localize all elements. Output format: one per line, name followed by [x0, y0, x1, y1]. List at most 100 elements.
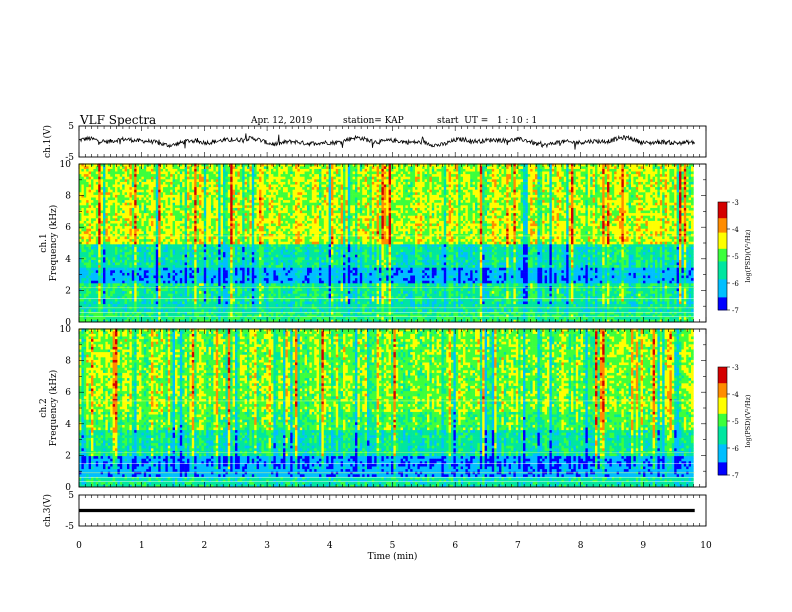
psd-cell: [211, 299, 214, 302]
psd-cell: [605, 301, 608, 304]
psd-cell: [108, 288, 111, 291]
psd-cell: [528, 293, 531, 296]
psd-cell: [117, 309, 120, 312]
psd-cell: [144, 301, 147, 304]
psd-cell: [593, 304, 596, 307]
psd-cell: [125, 283, 128, 286]
psd-cell: [324, 304, 327, 307]
psd-cell: [588, 299, 591, 302]
psd-cell: [456, 317, 459, 320]
psd-cell: [281, 312, 284, 315]
psd-cell: [655, 299, 658, 302]
psd-cell: [93, 317, 96, 320]
psd-cell: [163, 309, 166, 312]
psd-cell: [216, 301, 219, 304]
psd-cell: [542, 288, 545, 291]
psd-cell: [679, 317, 682, 320]
psd-cell: [626, 280, 629, 283]
psd-cell: [597, 288, 600, 291]
psd-cell: [554, 304, 557, 307]
psd-cell: [259, 309, 262, 312]
psd-cell: [573, 304, 576, 307]
psd-cell: [242, 280, 245, 283]
psd-cell: [636, 293, 639, 296]
psd-cell: [677, 301, 680, 304]
psd-cell: [211, 304, 214, 307]
psd-cell: [189, 273, 192, 276]
psd-cell: [523, 291, 526, 294]
psd-cell: [285, 299, 288, 302]
psd-cell: [331, 275, 334, 278]
psd-cell: [674, 280, 677, 283]
psd-cell: [300, 275, 303, 278]
psd-cell: [91, 309, 94, 312]
psd-cell: [547, 304, 550, 307]
psd-cell: [509, 291, 512, 294]
psd-cell: [254, 301, 257, 304]
psd-cell: [684, 301, 687, 304]
psd-cell: [153, 317, 156, 320]
psd-cell: [374, 304, 377, 307]
psd-cell: [621, 288, 624, 291]
psd-cell: [233, 301, 236, 304]
psd-cell: [607, 288, 610, 291]
psd-cell: [218, 280, 221, 283]
psd-cell: [444, 291, 447, 294]
psd-cell: [225, 275, 228, 278]
psd-cell: [173, 299, 176, 302]
psd-cell: [523, 283, 526, 286]
psd-cell: [559, 317, 562, 320]
psd-cell: [549, 280, 552, 283]
psd-cell: [449, 288, 452, 291]
psd-cell: [125, 273, 128, 276]
psd-cell: [199, 293, 202, 296]
psd-cell: [89, 291, 92, 294]
psd-cell: [401, 304, 404, 307]
psd-cell: [477, 291, 480, 294]
psd-cell: [379, 280, 382, 283]
psd-cell: [684, 291, 687, 294]
psd-cell: [144, 317, 147, 320]
psd-cell: [559, 299, 562, 302]
psd-cell: [281, 304, 284, 307]
psd-cell: [139, 288, 142, 291]
psd-cell: [163, 278, 166, 281]
psd-cell: [317, 273, 320, 276]
psd-cell: [187, 291, 190, 294]
psd-cell: [463, 293, 466, 296]
psd-cell: [355, 275, 358, 278]
psd-cell: [537, 299, 540, 302]
psd-cell: [679, 283, 682, 286]
psd-cell: [98, 312, 101, 315]
psd-cell: [180, 309, 183, 312]
psd-cell: [499, 299, 502, 302]
psd-cell: [468, 288, 471, 291]
psd-cell: [173, 309, 176, 312]
psd-cell: [489, 273, 492, 276]
psd-cell: [595, 301, 598, 304]
psd-cell: [470, 273, 473, 276]
psd-cell: [96, 304, 99, 307]
psd-cell: [518, 278, 521, 281]
psd-cell: [192, 293, 195, 296]
psd-cell: [158, 278, 161, 281]
psd-cell: [182, 317, 185, 320]
psd-cell: [240, 301, 243, 304]
psd-cell: [660, 275, 663, 278]
psd-cell: [129, 309, 132, 312]
psd-cell: [192, 273, 195, 276]
psd-cell: [84, 278, 87, 281]
psd-cell: [571, 293, 574, 296]
psd-cell: [494, 273, 497, 276]
psd-cell: [161, 280, 164, 283]
psd-cell: [305, 275, 308, 278]
psd-cell: [189, 283, 192, 286]
psd-cell: [122, 278, 125, 281]
psd-cell: [511, 291, 514, 294]
psd-cell: [497, 301, 500, 304]
psd-cell: [225, 291, 228, 294]
psd-cell: [456, 293, 459, 296]
psd-cell: [691, 299, 694, 302]
psd-cell: [672, 317, 675, 320]
psd-cell: [249, 291, 252, 294]
